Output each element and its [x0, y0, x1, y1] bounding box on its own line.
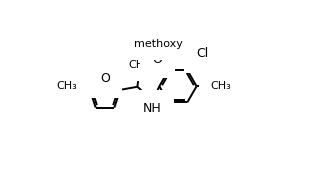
Text: Cl: Cl — [196, 47, 209, 60]
Text: methoxy: methoxy — [134, 38, 183, 49]
Text: O: O — [100, 72, 110, 85]
Text: CH₃: CH₃ — [56, 81, 77, 91]
Text: CH₃: CH₃ — [210, 81, 231, 91]
Text: O: O — [152, 53, 162, 66]
Text: NH: NH — [143, 102, 162, 115]
Text: CH₃: CH₃ — [129, 60, 149, 70]
